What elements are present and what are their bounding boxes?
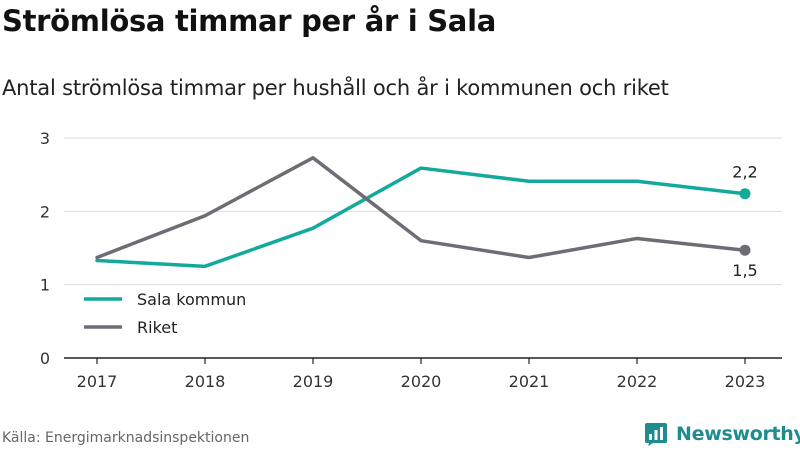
axes: 0 1 2 3 2017 2018 2019 2020 2021 2022 2023 (40, 129, 782, 391)
end-label-riket: 1,5 (732, 261, 757, 280)
series: 2,2 1,5 (95, 156, 758, 280)
newsworthy-logo-icon (645, 423, 667, 446)
chart-subtitle: Antal strömlösa timmar per hushåll och å… (2, 76, 669, 100)
x-tick-label: 2018 (185, 372, 226, 391)
legend-label-riket: Riket (137, 318, 177, 337)
gridlines (64, 137, 782, 286)
y-tick-label: 1 (40, 276, 50, 295)
y-tick-label: 2 (40, 202, 50, 221)
legend-label-sala-kommun: Sala kommun (137, 290, 246, 309)
y-tick-label: 0 (40, 349, 50, 368)
x-tick-label: 2020 (401, 372, 442, 391)
end-label-sala-kommun: 2,2 (732, 163, 757, 182)
end-point-riket (739, 244, 751, 256)
y-tick-label: 3 (40, 129, 50, 148)
legend: Sala kommun Riket (84, 290, 246, 337)
x-tick-label: 2019 (293, 372, 334, 391)
x-tick-label: 2022 (617, 372, 658, 391)
x-tick-label: 2017 (77, 372, 118, 391)
source-note: Källa: Energimarknadsinspektionen (2, 430, 250, 446)
series-line-sala-kommun (95, 166, 747, 269)
x-tick-label: 2021 (509, 372, 550, 391)
x-tick-label: 2023 (725, 372, 766, 391)
end-point-sala-kommun (739, 188, 751, 200)
series-line-riket (95, 156, 747, 260)
brand-logo: Newsworthy (644, 420, 800, 448)
chart-title: Strömlösa timmar per år i Sala (2, 4, 496, 38)
brand-name: Newsworthy (676, 423, 800, 445)
